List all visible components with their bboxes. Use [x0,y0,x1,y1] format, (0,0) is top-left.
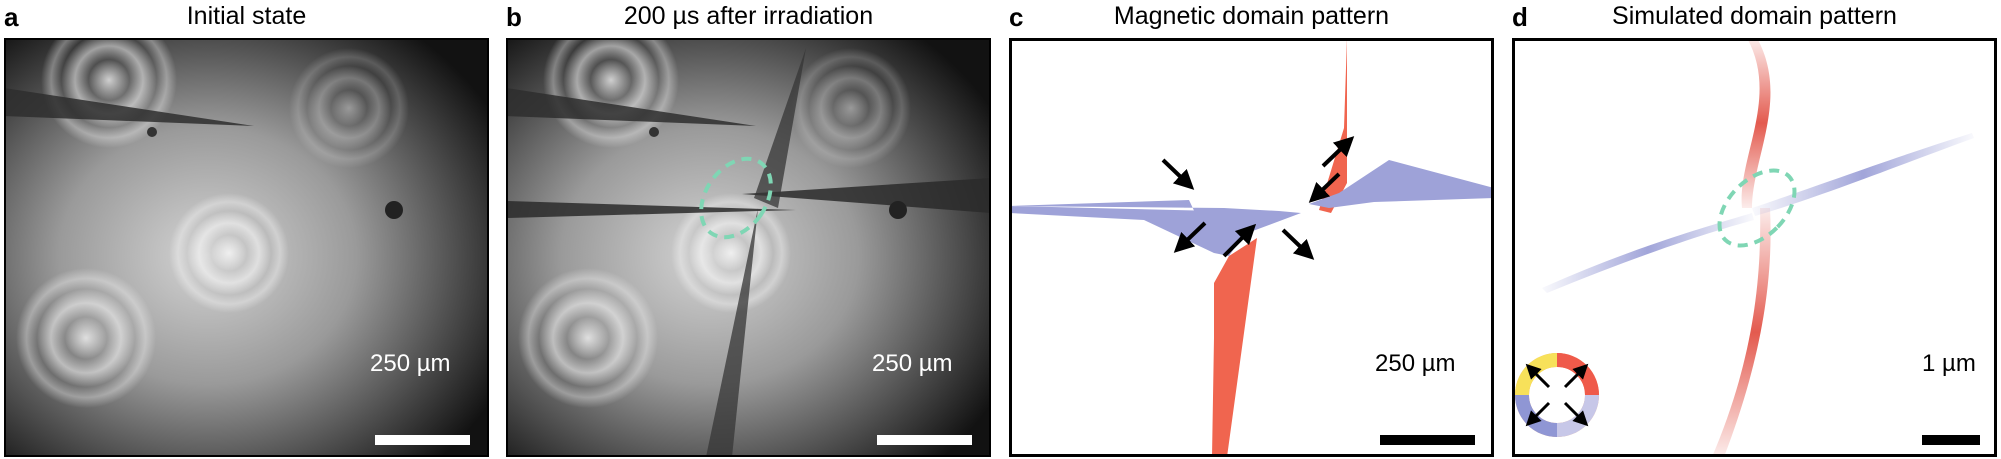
panel-c-title: Magnetic domain pattern [1113,2,1390,30]
panel-b-scale-label: 250 µm [872,350,953,377]
panel-a-scale-bar [375,435,470,445]
blue-domain-right [1309,160,1494,208]
magnetization-arrow [1161,158,1195,190]
domain-wedge [506,88,756,126]
interference-ring [791,48,911,168]
defect [649,127,659,137]
magnetization-arrow [1173,221,1207,253]
panel-d-simulation [1512,38,1997,457]
simulated-red-domain [1741,38,1771,208]
magnetization-arrow [1308,172,1341,203]
frame [4,38,489,457]
domain-wedge [706,208,758,457]
frame [506,38,991,457]
panel-a-scale-label: 250 µm [370,350,451,377]
panel-d-title: Simulated domain pattern [1612,2,1897,30]
interference-ring [16,268,156,408]
panel-d-scale-bar [1922,435,1980,445]
panel-c-domain-diagram [1009,38,1494,457]
panel-b-title: 200 µs after irradiation [623,2,874,30]
color-wheel-icon [1515,353,1599,437]
panel-c-scale-label: 250 µm [1375,350,1456,377]
interference-ring [671,193,791,313]
magnetization-arrow [1281,228,1315,260]
panel-d-scale-label: 1 µm [1922,350,1976,377]
highlight-ellipse [1717,168,1797,248]
simulated-blue-domain [1542,213,1754,293]
panel-d-letter: d [1512,2,1528,32]
panel-a-micrograph [4,38,489,457]
highlight-ellipse [699,156,773,240]
panel-b-scale-bar [877,435,972,445]
defect [385,201,403,219]
domain-wedge [4,88,254,126]
defect [889,201,907,219]
domain-wedge [506,201,796,218]
domain-wedge [754,48,806,208]
red-domain-upper [1319,38,1347,213]
magnetization-arrow [1222,223,1257,258]
frame [1512,38,1997,457]
magnetization-arrow [1321,136,1355,168]
blue-domain-left-body [1009,206,1259,256]
panel-c-scale-bar [1380,435,1475,445]
panel-b-micrograph [506,38,991,457]
interference-ring [169,193,289,313]
panel-a-title: Initial state [186,2,307,30]
panel-c-letter: c [1009,2,1024,32]
red-domain-lower [1212,238,1257,457]
domain-wedge [742,178,991,213]
interference-ring [289,48,409,168]
frame [1009,38,1494,457]
interference-ring [518,268,658,408]
panel-a-letter: a [4,2,19,32]
defect [147,127,157,137]
simulated-red-domain [1712,208,1771,457]
simulated-blue-domain [1752,133,1974,216]
panel-b-letter: b [506,2,522,32]
